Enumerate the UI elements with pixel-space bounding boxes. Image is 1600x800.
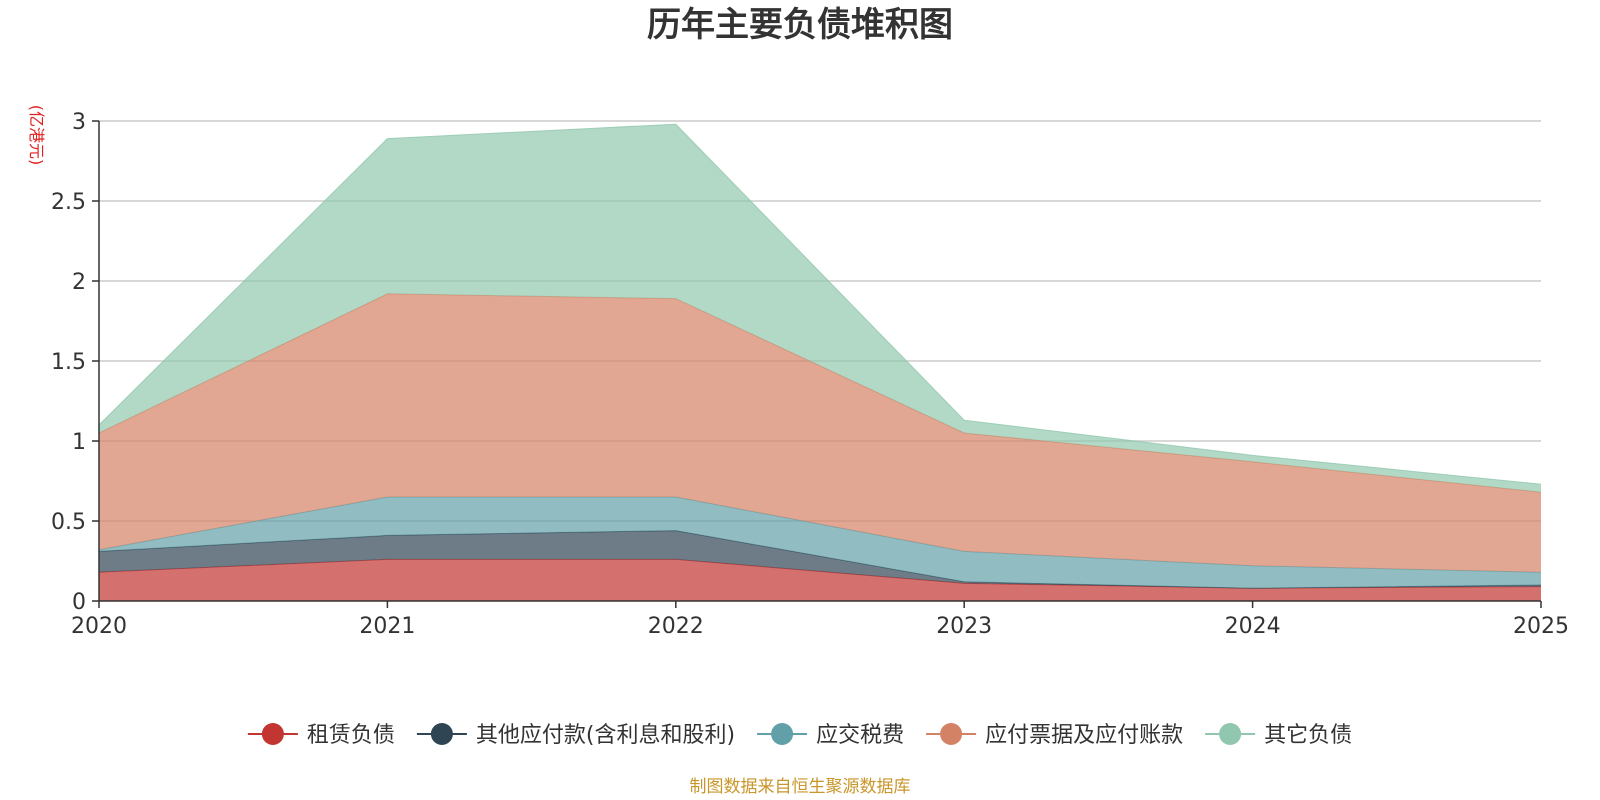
y-tick-label: 0 <box>72 590 86 615</box>
legend-marker-icon <box>771 723 794 745</box>
legend-label: 其他应付款(含利息和股利) <box>476 723 735 748</box>
y-tick-label: 3 <box>72 110 86 135</box>
legend: 租赁负债 其他应付款(含利息和股利) 应交税费 应付票据及应付账款 其它负债 <box>247 723 1352 748</box>
legend-item-1[interactable]: 其他应付款(含利息和股利) <box>416 723 735 748</box>
x-tick-label: 2020 <box>71 614 127 639</box>
legend-marker-icon <box>261 723 284 745</box>
area-series-2 <box>99 497 1541 589</box>
x-tick-label: 2022 <box>648 614 704 639</box>
legend-item-2[interactable]: 应交税费 <box>757 723 904 748</box>
x-tick-label: 2025 <box>1513 614 1569 639</box>
legend-label: 应交税费 <box>816 723 904 748</box>
y-axis-unit: (亿港元) <box>27 105 46 166</box>
legend-label: 其它负债 <box>1264 723 1352 748</box>
y-tick-label: 2.5 <box>51 190 86 215</box>
legend-item-3[interactable]: 应付票据及应付账款 <box>926 723 1183 748</box>
x-tick-label: 2023 <box>936 614 992 639</box>
area-edge-4 <box>98 123 1542 485</box>
source-note: 制图数据来自恒生聚源数据库 <box>690 777 911 797</box>
legend-marker-icon <box>430 723 453 745</box>
legend-item-0[interactable]: 租赁负债 <box>247 723 395 748</box>
y-tick-label: 2 <box>72 270 86 295</box>
area-series-4 <box>99 124 1541 493</box>
legend-marker-icon <box>1219 723 1242 745</box>
legend-label: 应付票据及应付账款 <box>985 723 1183 748</box>
legend-label: 租赁负债 <box>307 723 395 748</box>
chart-title: 历年主要负债堆积图 <box>647 5 953 45</box>
axes: 0 0.5 1 1.5 2 2.5 3 2020 2021 2022 2023 2024 2025 <box>51 110 1569 639</box>
area-series <box>98 123 1542 601</box>
area-series-3 <box>99 293 1541 573</box>
x-tick-label: 2021 <box>359 614 415 639</box>
y-tick-label: 1.5 <box>51 350 86 375</box>
y-tick-label: 1 <box>72 430 86 455</box>
legend-item-4[interactable]: 其它负债 <box>1205 723 1352 748</box>
y-tick-label: 0.5 <box>51 510 86 535</box>
x-tick-label: 2024 <box>1225 614 1281 639</box>
legend-marker-icon <box>940 723 963 745</box>
area-series-0 <box>99 559 1541 601</box>
area-series-1 <box>99 530 1541 589</box>
